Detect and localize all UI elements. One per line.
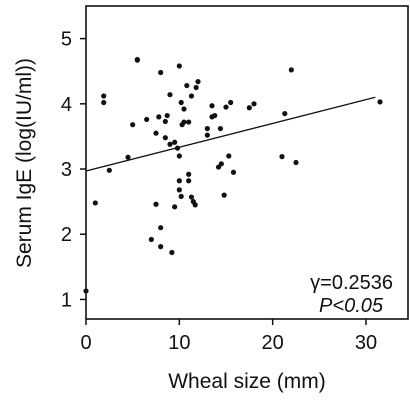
y-axis-label: Serum IgE (log(IU/ml))	[13, 58, 36, 268]
x-tick-label-0: 0	[80, 332, 91, 354]
regression-line	[85, 96, 376, 172]
data-point-60	[279, 154, 285, 160]
data-point-64	[377, 99, 383, 105]
data-point-26	[176, 63, 182, 69]
data-point-37	[186, 119, 192, 125]
x-axis-label: Wheal size (mm)	[168, 370, 326, 393]
data-point-63	[293, 159, 299, 166]
data-point-8	[134, 57, 140, 63]
x-tick-labels: 0 10 20 30	[80, 332, 377, 354]
x-tick-label-1: 10	[168, 332, 190, 354]
data-point-38	[186, 171, 192, 177]
data-point-57	[230, 169, 237, 175]
data-point-21	[167, 92, 173, 98]
data-point-49	[212, 112, 218, 119]
data-point-51	[217, 125, 223, 132]
data-point-17	[162, 135, 168, 141]
data-point-54	[223, 104, 229, 110]
data-point-40	[188, 93, 195, 99]
data-point-47	[209, 103, 215, 109]
data-point-20	[167, 141, 173, 147]
data-point-25	[174, 145, 181, 151]
data-point-43	[193, 84, 199, 91]
x-tick-label-3: 30	[355, 332, 377, 354]
data-point-30	[178, 193, 184, 200]
data-point-9	[144, 116, 150, 123]
data-point-53	[221, 192, 227, 198]
data-point-22	[169, 249, 175, 256]
data-point-29	[176, 187, 182, 193]
y-tick-label-2: 3	[61, 159, 72, 181]
data-point-2	[101, 93, 107, 99]
data-point-16	[158, 69, 164, 76]
data-point-13	[156, 114, 162, 120]
data-point-52	[218, 161, 224, 167]
data-point-56	[228, 99, 234, 106]
data-point-33	[181, 106, 187, 112]
data-point-42	[192, 202, 198, 208]
data-point-3	[101, 99, 107, 106]
data-point-31	[178, 99, 184, 106]
p-value: P<0.05	[319, 295, 384, 317]
y-tick-label-0: 1	[61, 289, 72, 311]
data-point-39	[188, 194, 195, 200]
data-point-6	[130, 122, 136, 128]
data-point-0	[83, 288, 89, 294]
y-tick-label-4: 5	[61, 29, 72, 51]
data-point-23	[172, 139, 178, 145]
data-point-45	[204, 125, 210, 132]
data-point-28	[176, 153, 182, 159]
data-point-15	[158, 244, 164, 250]
data-point-4	[106, 167, 112, 173]
data-points	[83, 56, 383, 294]
data-point-55	[226, 153, 232, 159]
x-tick-label-2: 20	[262, 332, 284, 354]
data-point-62	[288, 67, 294, 73]
data-point-34	[181, 119, 187, 125]
correlation-coefficient: γ=0.2536	[310, 272, 393, 294]
data-point-58	[246, 105, 252, 111]
plot-frame	[85, 5, 409, 320]
data-point-14	[158, 225, 164, 231]
data-point-61	[282, 110, 288, 117]
axis-ticks	[80, 37, 367, 325]
data-point-5	[125, 154, 131, 160]
data-point-10	[148, 236, 154, 243]
y-tick-label-3: 4	[61, 94, 72, 116]
data-point-1	[92, 200, 98, 206]
data-point-12	[153, 201, 159, 207]
y-tick-labels: 1 2 3 4 5	[61, 29, 72, 312]
data-point-36	[186, 178, 192, 184]
data-point-35	[184, 82, 190, 89]
data-point-24	[172, 204, 178, 210]
data-point-44	[195, 79, 201, 85]
data-point-11	[153, 130, 159, 136]
data-point-46	[204, 132, 210, 138]
y-tick-label-1: 2	[61, 224, 72, 246]
data-point-18	[162, 118, 168, 125]
data-point-27	[176, 178, 182, 184]
data-point-19	[164, 112, 170, 119]
data-point-59	[251, 101, 257, 107]
